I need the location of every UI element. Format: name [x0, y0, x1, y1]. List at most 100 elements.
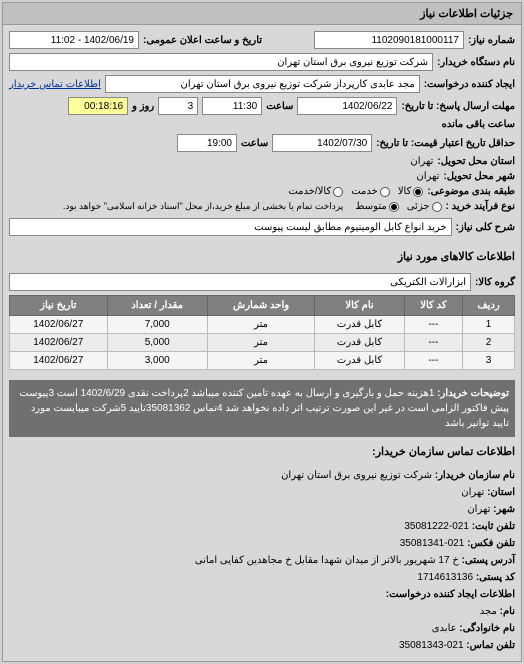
table-cell: 7,000 — [107, 316, 207, 334]
contact-link[interactable]: اطلاعات تماس خریدار — [9, 79, 101, 90]
table-cell: متر — [207, 316, 314, 334]
pkg-radio-both[interactable] — [333, 187, 343, 197]
days-label: روز و — [132, 101, 154, 112]
deadline-time-field[interactable] — [202, 97, 262, 115]
city-value: تهران — [416, 171, 439, 182]
creator-section-title: اطلاعات ایجاد کننده درخواست: — [9, 587, 515, 603]
panel-title: جزئیات اطلاعات نیاز — [3, 3, 521, 25]
c-post: 1714613136 — [417, 572, 473, 583]
c-family-label: نام خانوادگی: — [459, 623, 515, 634]
process-radio-group: جزئی متوسط — [355, 201, 441, 212]
c-tel-label: تلفن ثابت: — [472, 521, 515, 532]
table-header: واحد شمارش — [207, 296, 314, 316]
buyer-org-label: نام دستگاه خریدار: — [437, 57, 515, 68]
table-cell: متر — [207, 334, 314, 352]
table-cell: 3,000 — [107, 352, 207, 370]
city-label: شهر محل تحویل: — [443, 171, 515, 182]
c-addr-label: آدرس پستی: — [462, 555, 515, 566]
time-label-1: ساعت — [266, 101, 293, 112]
announce-field[interactable] — [9, 31, 139, 49]
days-remain-field — [158, 97, 198, 115]
time-remain-field — [68, 97, 128, 115]
c-name: مجد — [480, 606, 497, 617]
process-label: نوع فرآیند خرید : — [446, 201, 515, 212]
group-label: گروه کالا: — [475, 277, 515, 288]
c-phone: 021-35081343 — [399, 640, 464, 651]
table-cell: متر — [207, 352, 314, 370]
table-cell: 3 — [463, 352, 515, 370]
province-value: تهران — [410, 156, 433, 167]
contact-section-title: اطلاعات تماس سازمان خریدار: — [3, 441, 521, 462]
process-small-label: جزئی — [407, 201, 430, 212]
deadline-date-field[interactable] — [297, 97, 397, 115]
goods-table: ردیفکد کالانام کالاواحد شمارشمقدار / تعد… — [9, 295, 515, 370]
c-prov-label: استان: — [487, 487, 515, 498]
table-cell: --- — [404, 316, 462, 334]
announce-label: تاریخ و ساعت اعلان عمومی: — [143, 35, 262, 46]
time-remain-label: ساعت باقی مانده — [442, 119, 515, 130]
table-row[interactable]: 1---کابل قدرتمتر7,0001402/06/27 — [10, 316, 515, 334]
contact-block: نام سازمان خریدار: شرکت توزیع نیروی برق … — [3, 462, 521, 661]
table-header: کد کالا — [404, 296, 462, 316]
table-row[interactable]: 2---کابل قدرتمتر5,0001402/06/27 — [10, 334, 515, 352]
table-cell: 2 — [463, 334, 515, 352]
c-tel: 021-35081222 — [404, 521, 469, 532]
c-fax: 021-35081341 — [400, 538, 465, 549]
table-cell: 1402/06/27 — [10, 352, 108, 370]
table-cell: کابل قدرت — [315, 334, 405, 352]
requester-field[interactable] — [105, 75, 420, 93]
process-medium-label: متوسط — [355, 201, 386, 212]
deadline-label: مهلت ارسال پاسخ: تا تاریخ: — [401, 101, 515, 112]
requester-label: ایجاد کننده درخواست: — [424, 79, 515, 90]
pkg-khadamat-label: خدمت — [351, 186, 378, 197]
table-cell: کابل قدرت — [315, 316, 405, 334]
desc-text: 1هزینه حمل و بارگیری و ارسال به عهده تام… — [19, 388, 509, 429]
c-org-label: نام سازمان خریدار: — [435, 470, 515, 481]
pkg-both-label: کالا/خدمت — [288, 186, 331, 197]
table-row[interactable]: 3---کابل قدرتمتر3,0001402/06/27 — [10, 352, 515, 370]
req-num-label: شماره نیاز: — [468, 35, 515, 46]
c-name-label: نام: — [500, 606, 515, 617]
c-city: تهران — [467, 504, 490, 515]
buyer-description-box: توضیحات خریدار: 1هزینه حمل و بارگیری و ا… — [9, 380, 515, 437]
pkg-kala-label: کالا — [398, 186, 412, 197]
process-note: پرداخت تمام یا بخشی از مبلغ خرید،از محل … — [63, 201, 343, 212]
buyer-org-field[interactable] — [9, 53, 433, 71]
valid-date-field[interactable] — [272, 134, 372, 152]
need-details-panel: جزئیات اطلاعات نیاز شماره نیاز: تاریخ و … — [2, 2, 522, 662]
group-field[interactable] — [9, 273, 471, 291]
table-cell: 1402/06/27 — [10, 334, 108, 352]
table-cell: 1 — [463, 316, 515, 334]
desc-label: توضیحات خریدار: — [437, 388, 509, 399]
table-cell: 1402/06/27 — [10, 316, 108, 334]
table-header: مقدار / تعداد — [107, 296, 207, 316]
time-label-2: ساعت — [241, 138, 268, 149]
c-city-label: شهر: — [493, 504, 515, 515]
valid-label: حداقل تاریخ اعتبار قیمت: تا تاریخ: — [376, 138, 515, 149]
c-org: شرکت توزیع نیروی برق استان تهران — [281, 470, 432, 481]
c-fax-label: تلفن فکس: — [467, 538, 515, 549]
req-num-field[interactable] — [314, 31, 464, 49]
c-post-label: کد پستی: — [476, 572, 515, 583]
table-cell: کابل قدرت — [315, 352, 405, 370]
need-title-field[interactable] — [9, 218, 452, 236]
valid-time-field[interactable] — [177, 134, 237, 152]
table-cell: 5,000 — [107, 334, 207, 352]
table-header: نام کالا — [315, 296, 405, 316]
c-prov: تهران — [461, 487, 484, 498]
pkg-radio-kala[interactable] — [413, 187, 423, 197]
pkg-radio-khadamat[interactable] — [380, 187, 390, 197]
c-family: عابدی — [432, 623, 457, 634]
pkg-label: طبقه بندی موضوعی: — [427, 186, 515, 197]
c-addr: خ 17 شهریور بالاتر از میدان شهدا مقابل خ… — [195, 555, 459, 566]
table-header: تاریخ نیاز — [10, 296, 108, 316]
pkg-radio-group: کالا خدمت کالا/خدمت — [288, 186, 423, 197]
c-phone-label: تلفن تماس: — [466, 640, 515, 651]
table-cell: --- — [404, 334, 462, 352]
province-label: استان محل تحویل: — [437, 156, 515, 167]
process-radio-medium[interactable] — [389, 202, 399, 212]
table-cell: --- — [404, 352, 462, 370]
process-radio-small[interactable] — [432, 202, 442, 212]
table-header: ردیف — [463, 296, 515, 316]
need-title-label: شرح کلی نیاز: — [456, 222, 515, 233]
